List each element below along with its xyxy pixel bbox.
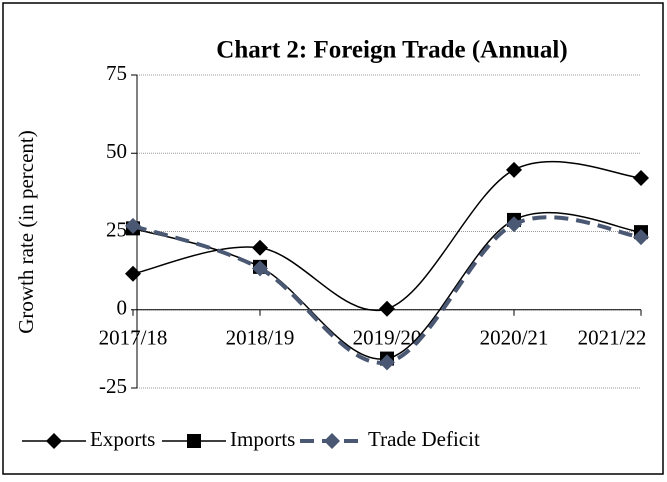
marker bbox=[125, 217, 141, 234]
marker bbox=[324, 433, 340, 449]
marker bbox=[125, 265, 141, 282]
marker bbox=[252, 260, 268, 277]
marker bbox=[633, 229, 649, 246]
marker bbox=[506, 216, 522, 233]
marker bbox=[252, 239, 268, 256]
y-tick-label: 0 bbox=[117, 296, 128, 320]
y-tick-label: 75 bbox=[106, 61, 127, 85]
y-tick-label: -25 bbox=[99, 374, 127, 398]
marker bbox=[187, 434, 201, 448]
y-tick-label: 25 bbox=[106, 217, 127, 241]
marker bbox=[506, 161, 522, 178]
marker bbox=[379, 300, 395, 317]
x-tick-label: 2021/22 bbox=[578, 326, 647, 350]
marker bbox=[633, 169, 649, 186]
x-tick-label: 2018/19 bbox=[226, 326, 295, 350]
chart-title: Chart 2: Foreign Trade (Annual) bbox=[216, 37, 567, 64]
legend-label: Trade Deficit bbox=[368, 427, 480, 451]
y-tick-label: 50 bbox=[106, 139, 127, 163]
x-tick-label: 2019/20 bbox=[353, 326, 422, 350]
legend-label: Imports bbox=[230, 427, 295, 451]
x-tick-label: 2017/18 bbox=[99, 326, 168, 350]
marker bbox=[46, 433, 62, 449]
legend-label: Exports bbox=[90, 427, 155, 451]
y-axis-label: Growth rate (in percent) bbox=[14, 130, 38, 334]
marker bbox=[379, 354, 395, 371]
chart-border bbox=[2, 2, 664, 475]
x-tick-label: 2020/21 bbox=[480, 326, 549, 350]
